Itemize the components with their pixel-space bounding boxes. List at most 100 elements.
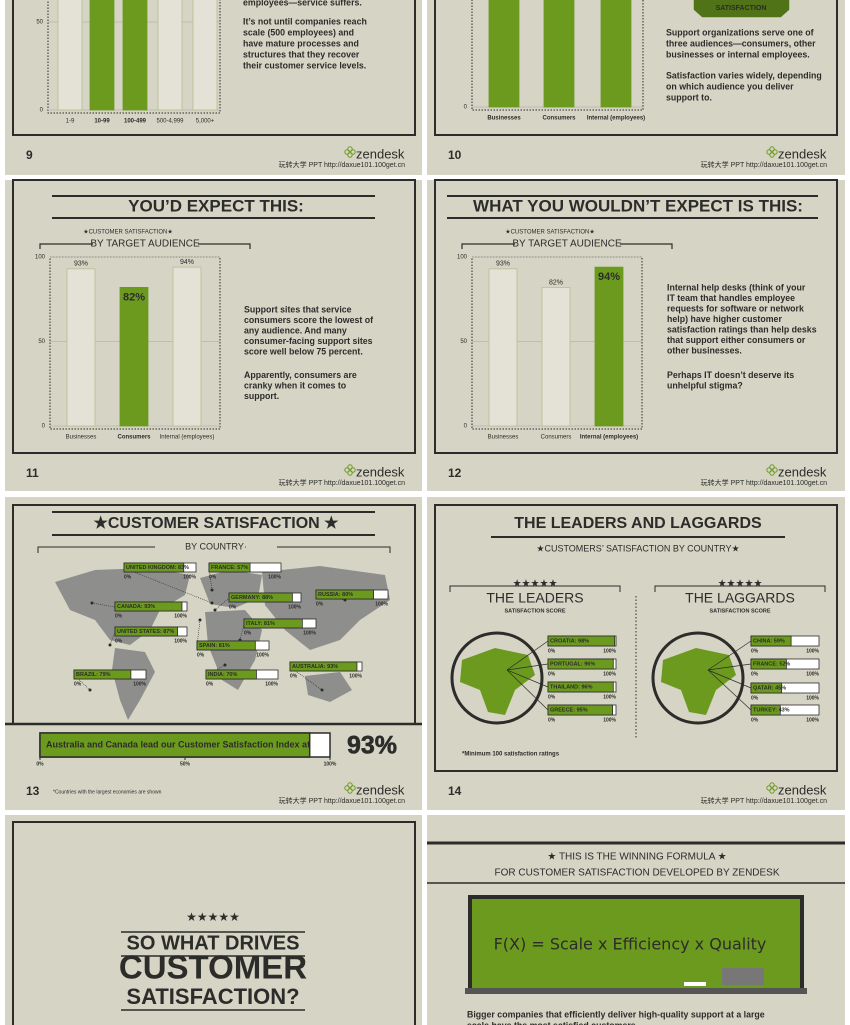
headline: SATISFACTION? — [126, 984, 299, 1009]
x-tick-label: 1-9 — [66, 119, 75, 125]
body-text: help) have higher customer — [667, 314, 782, 324]
bracket — [620, 243, 673, 249]
logo-petal — [769, 464, 775, 470]
leader-line — [239, 623, 245, 641]
bracket — [198, 243, 251, 249]
scale-label: 100% — [268, 574, 281, 580]
location-dot — [90, 601, 94, 605]
scale-label: 100% — [806, 648, 819, 654]
body-text: scale (500 employees) and — [243, 27, 354, 37]
leader-line — [707, 663, 752, 671]
y-tick-label: 50 — [36, 20, 43, 26]
leader-line — [506, 663, 549, 671]
logo-petal — [350, 467, 356, 473]
bar — [488, 268, 518, 427]
scale-label: 0% — [751, 695, 759, 701]
scale-label: 100% — [174, 638, 187, 644]
score-bar — [750, 635, 792, 647]
x-tick-label: Internal (employees) — [160, 435, 215, 441]
chart-subtitle: BY TARGET AUDIENCE — [90, 239, 200, 250]
location-dot — [210, 588, 214, 592]
y-tick-label: 100 — [457, 255, 468, 261]
formula: F(X) = Scale x Efficiency x Quality — [494, 935, 767, 954]
logo-petal — [344, 785, 350, 791]
slide: THE LEADERS AND LAGGARDS ★CUSTOMERS’ SATI… — [434, 504, 838, 805]
scale-label: 0% — [115, 613, 123, 619]
body-text: businesses or internal employees. — [666, 49, 810, 59]
score-bar — [123, 562, 185, 573]
brand: zendesk — [778, 146, 827, 161]
bracket — [37, 546, 391, 553]
logo-petal — [772, 149, 778, 155]
section-subtitle: SATISFACTION SCORE — [504, 608, 565, 614]
bar — [543, 0, 575, 108]
body-text: structures that they recover — [243, 49, 360, 59]
stars: ★★★★★ — [186, 910, 240, 924]
bar — [157, 0, 183, 111]
body-text: their customer service levels. — [243, 60, 366, 70]
logo-petal — [772, 467, 778, 473]
score-label: UNITED STATES: 87% — [117, 629, 174, 635]
score-label: FRANCE: 52% — [753, 661, 790, 667]
scale-label: 100% — [174, 613, 187, 619]
x-tick-label: Businesses — [488, 435, 519, 441]
brand: zendesk — [356, 782, 405, 797]
body-text: consumer-facing support sites — [244, 336, 373, 346]
section-subtitle: SATISFACTION SCORE — [709, 608, 770, 614]
stars: ★★★★★ — [513, 579, 558, 590]
scale-label: 100% — [603, 671, 616, 677]
credit: 玩转大学 PPT http://daxue101.100get.cn — [279, 796, 405, 805]
y-tick-label: 50 — [460, 339, 467, 345]
score-label: PORTUGAL: 96% — [550, 661, 595, 667]
body-text: unhelpful stigma? — [667, 380, 743, 390]
bracket — [39, 243, 93, 249]
body-text: Satisfaction varies widely, depending — [666, 70, 822, 80]
body-text: Perhaps IT doesn’t deserve its — [667, 370, 794, 380]
scale-label: 100% — [603, 694, 616, 700]
score-bar — [750, 682, 783, 694]
banner-bar — [39, 732, 311, 758]
badge-text: SATISFACTION — [716, 5, 767, 12]
scale-label: 100% — [375, 601, 388, 607]
logo-petal — [772, 785, 778, 791]
score-bar — [208, 562, 251, 573]
location-dot — [213, 608, 217, 612]
x-tick-label: Consumers — [541, 435, 572, 441]
score-label: BRAZIL: 79% — [76, 672, 111, 678]
slide-frame — [434, 179, 838, 454]
score-label: INDIA: 70% — [208, 672, 237, 678]
bracket — [461, 243, 515, 249]
body-text: Internal help desks (think of your — [667, 282, 806, 292]
bar — [192, 0, 218, 111]
badge — [692, 0, 791, 19]
score-label: CANADA: 93% — [117, 604, 155, 610]
section-title: THE LAGGARDS — [685, 590, 795, 606]
scale-label: 0% — [751, 648, 759, 654]
bar — [66, 268, 96, 427]
logo-petal — [766, 467, 772, 473]
logo-petal — [350, 149, 356, 155]
footnote: *Countries with the largest economies ar… — [53, 789, 162, 795]
y-tick-label: 0 — [464, 105, 468, 111]
logo-petal — [769, 470, 775, 476]
body-text: It’s not until companies reach — [243, 16, 367, 26]
slide: ★CUSTOMER SATISFACTION ★ BY COUNTRY· 13 zen… — [12, 504, 416, 805]
globes — [450, 631, 745, 725]
value-label: 82% — [549, 279, 563, 286]
credit: 玩转大学 PPT http://daxue101.100get.cn — [701, 160, 827, 169]
logo-petal — [347, 146, 353, 152]
scale-label: 0% — [124, 574, 132, 580]
score-label: QATAR: 45% — [753, 685, 786, 691]
bracket — [654, 585, 826, 592]
slide-title: YOU’D EXPECT THIS: — [128, 196, 304, 215]
score-bar — [750, 658, 787, 670]
body-text: satisfaction ratings than help desks — [667, 324, 817, 334]
x-tick-label: Consumers — [117, 435, 151, 441]
score-label: CHINA: 59% — [753, 638, 785, 644]
scale-label: 0% — [316, 601, 324, 607]
x-tick-label: Internal (employees) — [580, 435, 638, 441]
body-text: Support organizations serve one of — [666, 27, 814, 37]
scale-label: 0% — [548, 694, 556, 700]
score-label: CROATIA: 98% — [550, 638, 589, 644]
